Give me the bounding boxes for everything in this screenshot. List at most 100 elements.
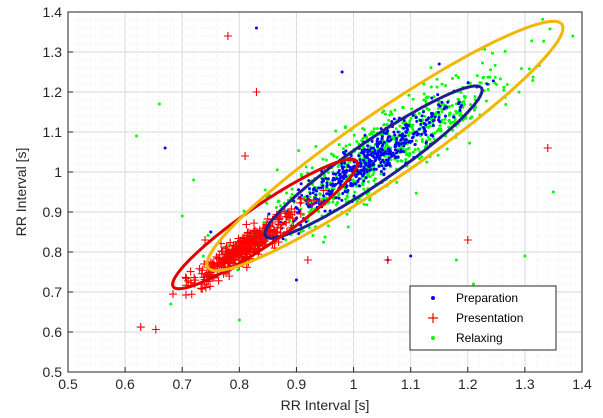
relaxing-point [311, 233, 315, 237]
relaxing-point [427, 108, 431, 112]
relaxing-point [299, 230, 303, 234]
preparation-point [321, 179, 325, 183]
relaxing-point [387, 118, 391, 122]
preparation-point [352, 194, 356, 198]
preparation-point [458, 108, 462, 112]
relaxing-point [448, 111, 452, 115]
preparation-point [390, 154, 394, 158]
axes-frame [67, 11, 583, 373]
relaxing-point [531, 75, 535, 79]
relaxing-point [517, 90, 521, 94]
preparation-point [415, 133, 419, 137]
relaxing-point [279, 204, 283, 208]
presentation-point [225, 250, 234, 259]
preparation-point [365, 170, 369, 174]
relaxing-point [551, 190, 555, 194]
presentation-point [198, 266, 207, 275]
preparation-point [334, 172, 338, 176]
preparation-point [334, 182, 338, 186]
relaxing-point [368, 198, 372, 202]
relaxing-point [468, 141, 472, 145]
relaxing-point [326, 224, 330, 228]
relaxing-point [334, 129, 338, 133]
relaxing-point [498, 77, 502, 81]
presentation-point [225, 272, 234, 281]
relaxing-point [201, 254, 205, 258]
presentation-point [201, 236, 210, 244]
preparation-point [373, 149, 377, 153]
ticks: 0.5 0.6 0.7 0.8 0.9 1 1.1 1.2 1.3 1.4 0.5 0.6 0.7 0.8… [43, 4, 592, 392]
preparation-point [390, 120, 394, 124]
preparation-point [350, 166, 354, 170]
preparation-point [417, 127, 421, 131]
preparation-point [436, 103, 440, 107]
legend-label-presentation: Presentation [456, 311, 523, 325]
preparation-point [370, 163, 374, 167]
relaxing-point [437, 127, 441, 131]
preparation-point [427, 116, 431, 120]
preparation-point [370, 139, 374, 143]
relaxing-point [360, 139, 364, 143]
relaxing-point [303, 195, 307, 199]
preparation-point [359, 164, 363, 168]
preparation-point [379, 160, 383, 164]
preparation-point [377, 164, 381, 168]
preparation-point [363, 148, 367, 152]
preparation-point [344, 174, 348, 178]
relaxing-point [447, 105, 451, 109]
preparation-point [311, 191, 315, 195]
relaxing-point [436, 153, 440, 157]
relaxing-point [408, 119, 412, 123]
relaxing-point [541, 17, 545, 21]
relaxing-point [453, 118, 457, 122]
preparation-ellipse [263, 84, 484, 240]
x-axis-label: RR Interval [s] [281, 397, 370, 413]
preparation-point [410, 139, 414, 143]
relaxing-point [471, 282, 475, 286]
relaxing-point [396, 159, 400, 163]
relaxing-point [486, 87, 490, 91]
preparation-point [419, 122, 423, 126]
relaxing-point [337, 192, 341, 196]
preparation-point [327, 192, 331, 196]
relaxing-point [290, 187, 294, 191]
preparation-point [379, 127, 383, 131]
y-tick-label: 0.6 [43, 324, 63, 340]
preparation-point [387, 161, 391, 165]
ellipses [171, 19, 565, 291]
presentation-point [287, 204, 296, 213]
preparation-point [368, 159, 372, 163]
relaxing-point [390, 112, 394, 116]
preparation-point [437, 115, 441, 119]
presentation-point [241, 248, 250, 257]
relaxing-point [361, 183, 365, 187]
preparation-point [366, 153, 370, 157]
preparation-point [313, 196, 317, 200]
relaxing-point [432, 95, 436, 99]
legend-label-preparation: Preparation [456, 291, 518, 305]
preparation-point [362, 173, 366, 177]
relaxing-point [493, 75, 497, 79]
presentation-point [234, 237, 243, 246]
relaxing-point [366, 180, 370, 184]
preparation-point [436, 110, 440, 114]
preparation-point [411, 113, 415, 117]
preparation-point [398, 133, 402, 137]
presentation-point [304, 196, 313, 205]
preparation-point [357, 177, 361, 181]
relaxing-point [368, 132, 372, 136]
relaxing-point [375, 127, 379, 131]
preparation-point [344, 170, 348, 174]
relaxing-point [401, 106, 405, 110]
relaxing-point [435, 77, 439, 81]
relaxing-point [435, 129, 439, 133]
presentation-point [303, 256, 312, 264]
relaxing-point [407, 133, 411, 137]
preparation-point [374, 167, 378, 171]
relaxing-point [548, 27, 552, 31]
preparation-point [402, 144, 406, 148]
x-tick-label: 0.6 [115, 376, 135, 392]
preparation-point [359, 169, 363, 173]
y-tick-label: 1.2 [43, 84, 63, 100]
x-tick-label: 1.4 [572, 376, 592, 392]
